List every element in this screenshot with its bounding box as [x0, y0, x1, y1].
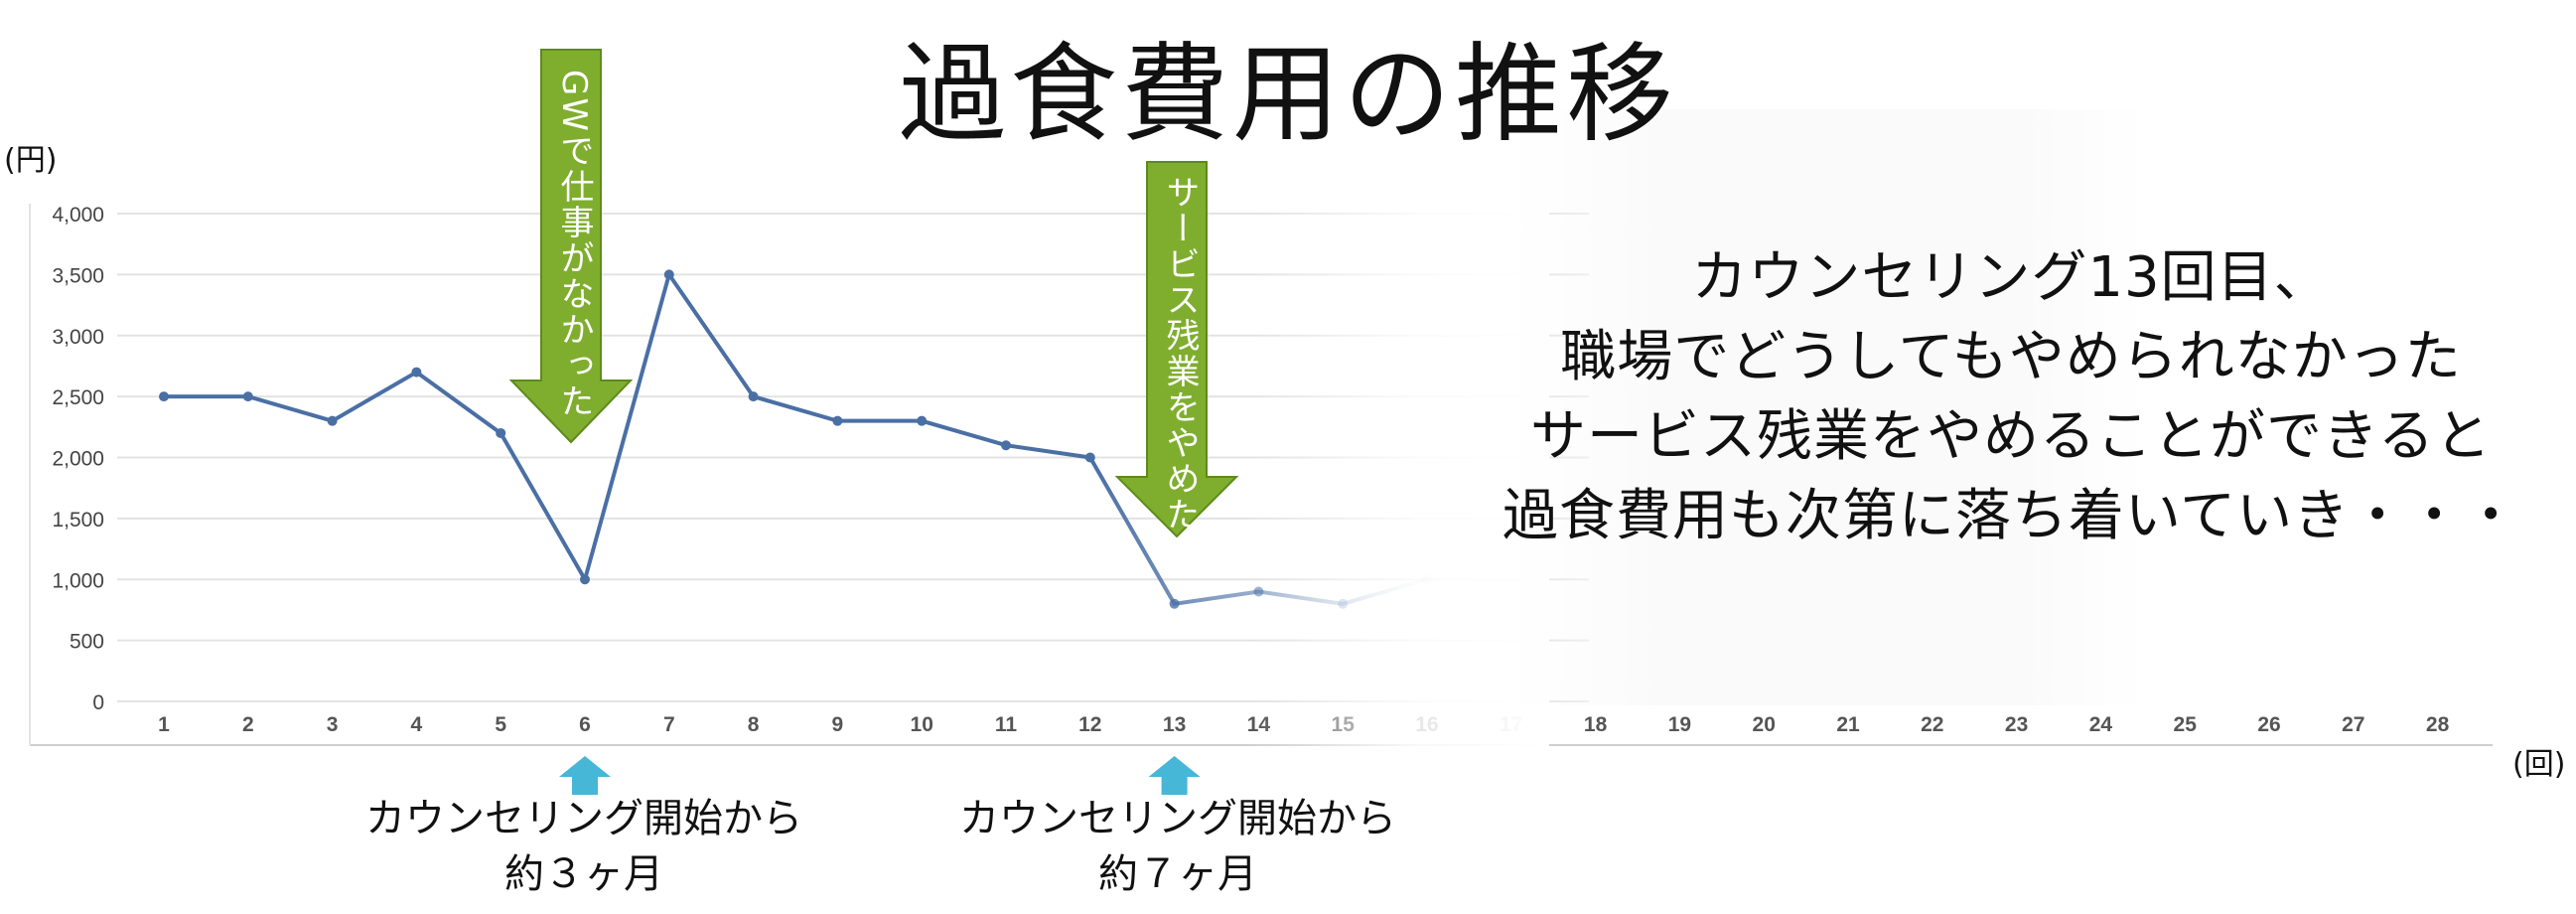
data-point [496, 427, 506, 438]
y-tick-label: 1,000 [52, 569, 104, 592]
data-point [663, 269, 674, 280]
note-3-months-line1: カウンセリング開始から [365, 796, 802, 841]
x-tick-label: 26 [2257, 713, 2280, 736]
data-point [748, 391, 759, 402]
data-point [327, 415, 338, 426]
x-tick-label: 25 [2174, 713, 2198, 736]
annotation-line-4: 過食費用も次第に落ち着いていき・・・ [1502, 484, 2520, 548]
x-axis-label: (回) [2512, 747, 2566, 782]
x-tick-label: 28 [2426, 713, 2450, 736]
x-tick-label: 21 [1836, 713, 1860, 736]
x-tick-label: 2 [242, 713, 254, 736]
data-point [1084, 452, 1095, 463]
note-3-months: カウンセリング開始から 約３ヶ月 [326, 791, 842, 902]
x-tick-label: 4 [411, 713, 423, 736]
data-point [159, 391, 169, 402]
x-tick-label: 8 [748, 713, 760, 736]
series-line [164, 269, 1428, 606]
callout-arrows [508, 49, 1239, 538]
annotation-line-2: 職場でどうしてもやめられなかった [1560, 325, 2462, 389]
x-tick-label: 24 [2089, 713, 2113, 736]
x-tick-label: 5 [495, 713, 506, 736]
up-markers [559, 756, 1201, 795]
annotation-panel [1509, 109, 2145, 705]
arrow-overtime [1114, 161, 1239, 538]
y-tick-label: 3,500 [52, 264, 104, 287]
x-tick-label: 20 [1753, 713, 1776, 736]
y-tick-label: 0 [92, 691, 104, 714]
y-tick-label: 3,000 [52, 326, 104, 349]
data-point [1001, 440, 1011, 451]
arrow-gw [508, 49, 634, 444]
note-3-months-line2: 約３ヶ月 [504, 851, 663, 897]
y-tick-label: 4,000 [52, 204, 104, 227]
y-tick-label: 500 [70, 631, 104, 654]
fade-overlay [1251, 199, 1549, 755]
arrow-label-overtime: サービス残業をやめた [1160, 175, 1200, 533]
page-title: 過食費用の推移 [898, 33, 1677, 157]
x-tick-label: 1 [158, 713, 170, 736]
y-tick-label: 2,000 [52, 448, 104, 471]
note-7-months: カウンセリング開始から 約７ヶ月 [920, 791, 1436, 902]
annotation-line-3: サービス残業をやめることができると [1530, 404, 2492, 469]
data-point [1169, 598, 1180, 609]
x-tick-label: 6 [579, 713, 591, 736]
x-tick-label: 13 [1163, 713, 1186, 736]
annotation-line-1: カウンセリング13回目、 [1691, 245, 2331, 310]
up-marker-13 [1148, 756, 1201, 795]
data-point [580, 574, 590, 585]
x-tick-label: 9 [832, 713, 844, 736]
y-tick-labels: 0 500 1,000 1,500 2,000 2,500 3,000 3,500 4,000 [52, 204, 104, 714]
x-tick-label: 10 [911, 713, 933, 736]
arrow-label-gw: GWで仕事がなかった [554, 70, 594, 419]
x-tick-label: 23 [2005, 713, 2028, 736]
y-tick-label: 2,500 [52, 386, 104, 409]
data-points [159, 269, 1432, 609]
data-point [411, 367, 422, 378]
data-point [917, 415, 928, 426]
x-tick-label: 11 [995, 713, 1018, 736]
x-tick-label: 22 [1921, 713, 1943, 736]
x-tick-label: 18 [1584, 713, 1608, 736]
note-7-months-line2: 約７ヶ月 [1098, 851, 1257, 897]
x-tick-label: 3 [327, 713, 339, 736]
y-tick-label: 1,500 [52, 509, 104, 532]
y-axis-label: (円) [4, 143, 58, 178]
data-point [242, 391, 253, 402]
grid [117, 213, 1589, 702]
data-point [832, 415, 843, 426]
x-tick-label: 12 [1078, 713, 1101, 736]
x-tick-label: 27 [2342, 713, 2364, 736]
annotation-text: カウンセリング13回目、 職場でどうしてもやめられなかった サービス残業をやめる… [1460, 238, 2562, 556]
x-tick-label: 7 [663, 713, 675, 736]
x-tick-label: 19 [1668, 713, 1691, 736]
up-marker-6 [559, 756, 611, 795]
note-7-months-line1: カウンセリング開始から [959, 796, 1396, 841]
